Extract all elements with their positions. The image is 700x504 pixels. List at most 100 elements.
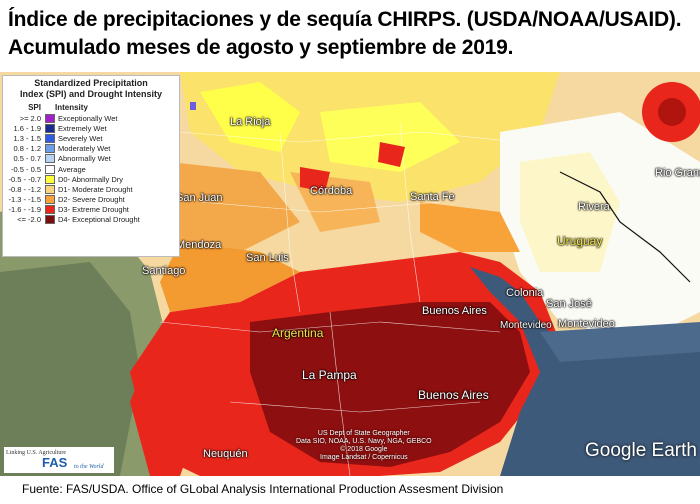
legend-item: -0.5 - -0.7 D0- Abnormally Dry <box>3 174 179 184</box>
legend-rows: >= 2.0 Exceptionally Wet 1.6 - 1.9 Extremel… <box>3 113 179 225</box>
source-caption: Fuente: FAS/USDA. Office of GLobal Analy… <box>22 482 504 496</box>
place-san-juan: San Juan <box>176 192 223 204</box>
place-buenos-aires-city: Buenos Aires <box>422 305 487 317</box>
legend-item-range: 1.3 - 1.5 <box>13 133 41 143</box>
legend-header: SPI Intensity <box>3 103 179 112</box>
legend-swatch <box>45 195 55 205</box>
credit-line-2: Data SIO, NOAA, U.S. Navy, NGA, GEBCO <box>296 438 432 445</box>
legend-item-range: 0.5 - 0.7 <box>13 154 41 164</box>
legend-item-range: -1.3 - -1.5 <box>8 195 41 205</box>
map-credits: US Dept of State Geographer Data SIO, NO… <box>296 430 432 462</box>
legend-item-label: Exceptionally Wet <box>58 113 118 123</box>
place-cordoba: Córdoba <box>310 185 353 197</box>
legend-item-range: 1.6 - 1.9 <box>13 123 41 133</box>
d4-exceptional-zone <box>250 302 530 467</box>
san-luis-orange-zone <box>160 242 300 312</box>
spi-legend: Standardized Precipitation Index (SPI) a… <box>2 75 180 257</box>
legend-swatch <box>45 113 55 123</box>
province-boundaries <box>159 121 521 476</box>
atlantic-coast-water <box>540 322 700 362</box>
legend-item-range: 0.8 - 1.2 <box>13 144 41 154</box>
legend-swatch <box>45 154 55 164</box>
legend-item-label: D1- Moderate Drought <box>58 184 133 194</box>
north-red-patch <box>378 142 405 167</box>
legend-item: -1.3 - -1.5 D2- Severe Drought <box>3 195 179 205</box>
northeast-core <box>658 98 686 126</box>
legend-item-label: Moderately Wet <box>58 144 111 154</box>
place-san-luis: San Luis <box>246 252 289 264</box>
fas-tagline: Linking U.S. Agriculture <box>6 450 66 456</box>
legend-item-label: D3- Extreme Drought <box>58 205 129 215</box>
place-la-rioja: La Rioja <box>230 116 271 128</box>
place-mendoza: Mendoza <box>176 239 222 251</box>
legend-title-line-1: Standardized Precipitation <box>34 78 148 88</box>
legend-swatch <box>45 215 55 225</box>
legend-item: <= -2.0 D4- Exceptional Drought <box>3 215 179 225</box>
legend-item-range: <= -2.0 <box>17 215 41 225</box>
legend-item: -0.8 - -1.2 D1- Moderate Drought <box>3 184 179 194</box>
legend-item-range: -1.6 - -1.9 <box>8 205 41 215</box>
legend-item-label: D0- Abnormally Dry <box>58 174 124 184</box>
legend-item-range: -0.5 - 0.5 <box>10 164 41 174</box>
place-colonia: Colonia <box>506 287 544 299</box>
legend-item-label: Severely Wet <box>58 133 103 143</box>
legend-swatch <box>45 184 55 194</box>
drought-map: La Rioja San Juan Córdoba Santa Fe River… <box>0 72 700 476</box>
legend-swatch <box>45 144 55 154</box>
credit-line-3: © 2018 Google <box>340 446 388 453</box>
place-santiago: Santiago <box>142 265 186 277</box>
title-line-1: Índice de precipitaciones y de sequía CH… <box>8 8 682 31</box>
uruguay-border <box>559 171 691 283</box>
legend-item: -1.6 - -1.9 D3- Extreme Drought <box>3 205 179 215</box>
legend-item-label: Abnormally Wet <box>58 154 111 164</box>
legend-swatch <box>45 205 55 215</box>
map-surface <box>0 72 700 476</box>
fas-name: FAS <box>42 455 68 470</box>
legend-swatch <box>45 174 55 184</box>
north-d0-zone <box>200 82 300 152</box>
legend-item-label: D4- Exceptional Drought <box>58 215 140 225</box>
legend-item-range: >= 2.0 <box>19 113 41 123</box>
place-san-jose: San José <box>546 298 592 310</box>
google-earth-logo: Google Earth <box>585 440 697 461</box>
legend-item: 0.5 - 0.7 Abnormally Wet <box>3 154 179 164</box>
legend-item-label: Extremely Wet <box>58 123 107 133</box>
legend-item: -0.5 - 0.5 Average <box>3 164 179 174</box>
uruguay-d0-zone <box>520 152 620 272</box>
legend-swatch <box>45 123 55 133</box>
legend-item: >= 2.0 Exceptionally Wet <box>3 113 179 123</box>
chile-terrain <box>0 262 140 476</box>
credit-line-4: Image Landsat / Copernicus <box>320 454 408 461</box>
place-santa-fe: Santa Fe <box>410 191 455 203</box>
legend-item: 1.6 - 1.9 Extremely Wet <box>3 123 179 133</box>
legend-item-range: -0.5 - -0.7 <box>8 174 41 184</box>
place-la-pampa: La Pampa <box>302 368 357 382</box>
rio-de-la-plata-ocean <box>470 267 700 476</box>
map-title: Índice de precipitaciones y de sequía CH… <box>8 6 698 62</box>
place-montevideo-1: Montevideo <box>500 320 552 331</box>
place-argentina: Argentina <box>272 326 324 340</box>
legend-item: 1.3 - 1.5 Severely Wet <box>3 133 179 143</box>
place-montevideo-2: Montevideo <box>558 318 615 330</box>
legend-title: Standardized Precipitation Index (SPI) a… <box>3 78 179 100</box>
legend-swatch <box>45 133 55 143</box>
south-west-red-zone <box>130 342 210 476</box>
cuyo-orange-zone <box>170 162 300 252</box>
place-rio-grande: Rio Grand <box>655 167 700 179</box>
wet-spot <box>190 102 196 110</box>
place-neuquen: Neuquén <box>203 448 248 460</box>
legend-header-intensity: Intensity <box>55 103 88 112</box>
santa-fe-orange-zone <box>420 202 520 252</box>
legend-header-spi: SPI <box>28 103 41 112</box>
central-d0-zone <box>320 102 460 172</box>
title-line-2: Acumulado meses de agosto y septiembre d… <box>8 36 514 59</box>
place-buenos-aires-province: Buenos Aires <box>418 388 489 402</box>
place-uruguay: Uruguay <box>557 234 603 248</box>
legend-item-range: -0.8 - -1.2 <box>8 184 41 194</box>
legend-item-label: D2- Severe Drought <box>58 195 125 205</box>
legend-item: 0.8 - 1.2 Moderately Wet <box>3 144 179 154</box>
credit-line-1: US Dept of State Geographer <box>317 430 410 437</box>
fas-subtitle: to the World <box>74 464 104 470</box>
legend-swatch <box>45 164 55 174</box>
fas-logo: Linking U.S. Agriculture FAS to the Worl… <box>4 447 114 473</box>
